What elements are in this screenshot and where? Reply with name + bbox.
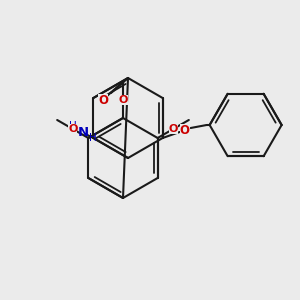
Text: O: O xyxy=(169,124,178,134)
Text: O: O xyxy=(180,124,190,136)
Text: H: H xyxy=(89,133,97,143)
Text: O: O xyxy=(98,94,108,106)
Text: H: H xyxy=(70,121,77,131)
Text: O: O xyxy=(118,95,128,105)
Text: O: O xyxy=(68,124,77,134)
Text: N: N xyxy=(78,125,89,139)
